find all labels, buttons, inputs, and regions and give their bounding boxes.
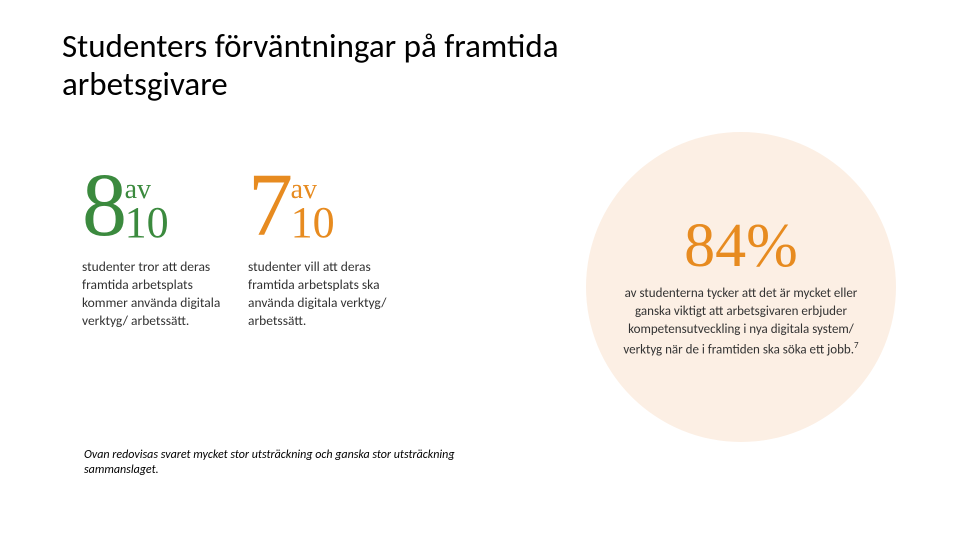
stat-numerator: 8 xyxy=(82,170,127,242)
stat-figure: 7 av 10 xyxy=(248,170,398,244)
footnote: Ovan redovisas svaret mycket stor utsträ… xyxy=(84,448,464,478)
stat-numerator: 7 xyxy=(248,170,293,242)
stat-8-of-10: 8 av 10 studenter tror att deras framtid… xyxy=(82,170,232,331)
stat-description: studenter tror att deras framtida arbets… xyxy=(82,258,232,331)
stat-description: studenter vill att deras framtida arbets… xyxy=(248,258,398,331)
circle-sup: 7 xyxy=(854,340,859,351)
circle-description: av studenterna tycker att det är mycket … xyxy=(614,285,868,359)
stat-av-ten: av 10 xyxy=(125,176,169,244)
page-title: Studenters förväntningar på framtida arb… xyxy=(62,28,602,104)
stat-av-ten: av 10 xyxy=(291,176,335,244)
circle-percent: 84% xyxy=(684,215,798,277)
stat-circle: 84% av studenterna tycker att det är myc… xyxy=(586,132,896,442)
stat-denominator: 10 xyxy=(125,202,169,244)
stat-figure: 8 av 10 xyxy=(82,170,232,244)
stat-denominator: 10 xyxy=(291,202,335,244)
circle-description-text: av studenterna tycker att det är mycket … xyxy=(623,286,857,357)
stat-7-of-10: 7 av 10 studenter vill att deras framtid… xyxy=(248,170,398,331)
